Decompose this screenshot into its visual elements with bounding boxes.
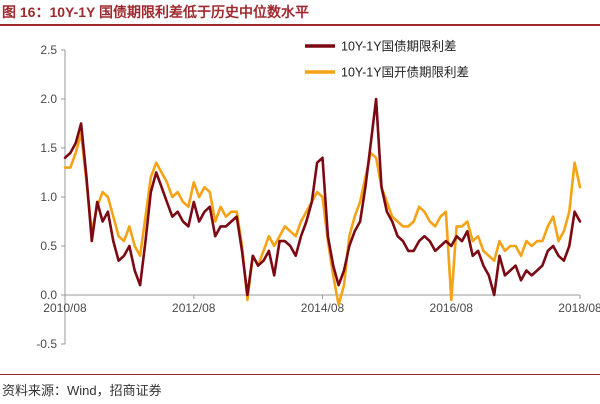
title-divider — [0, 24, 600, 26]
axes: -0.5 0.0 0.5 1.0 1.5 2.0 2.5 2010/08 2012/08 2014… — [36, 43, 600, 351]
y-tick-label: 0.0 — [40, 288, 57, 302]
x-tick-label: 2010/08 — [43, 301, 87, 315]
series-lines — [63, 97, 582, 307]
chart-title: 图 16：10Y-1Y 国债期限利差低于历史中位数水平 — [2, 4, 310, 20]
y-tick-label: 0.5 — [40, 239, 57, 253]
source-divider — [0, 374, 600, 375]
legend: 10Y-1Y国债期限利差 10Y-1Y国开债期限利差 — [305, 40, 469, 80]
series-line-2 — [63, 132, 582, 307]
legend-label-2: 10Y-1Y国开债期限利差 — [341, 66, 469, 80]
source-note: 资料来源：Wind，招商证券 — [2, 383, 162, 398]
y-tick-label: -0.5 — [36, 337, 57, 351]
legend-label-1: 10Y-1Y国债期限利差 — [341, 40, 457, 54]
y-tick-label: 2.0 — [40, 92, 57, 106]
y-tick-label: 1.5 — [40, 141, 57, 155]
line-chart: -0.5 0.0 0.5 1.0 1.5 2.0 2.5 2010/08 2012/08 2014… — [36, 40, 600, 352]
series-line-1 — [63, 97, 582, 297]
x-tick-label: 2014/08 — [301, 301, 345, 315]
y-tick-label: 1.0 — [40, 190, 57, 204]
y-tick-label: 2.5 — [40, 43, 57, 57]
x-tick-label: 2012/08 — [172, 301, 216, 315]
x-tick-label: 2018/08 — [558, 301, 600, 315]
x-tick-label: 2016/08 — [430, 301, 474, 315]
